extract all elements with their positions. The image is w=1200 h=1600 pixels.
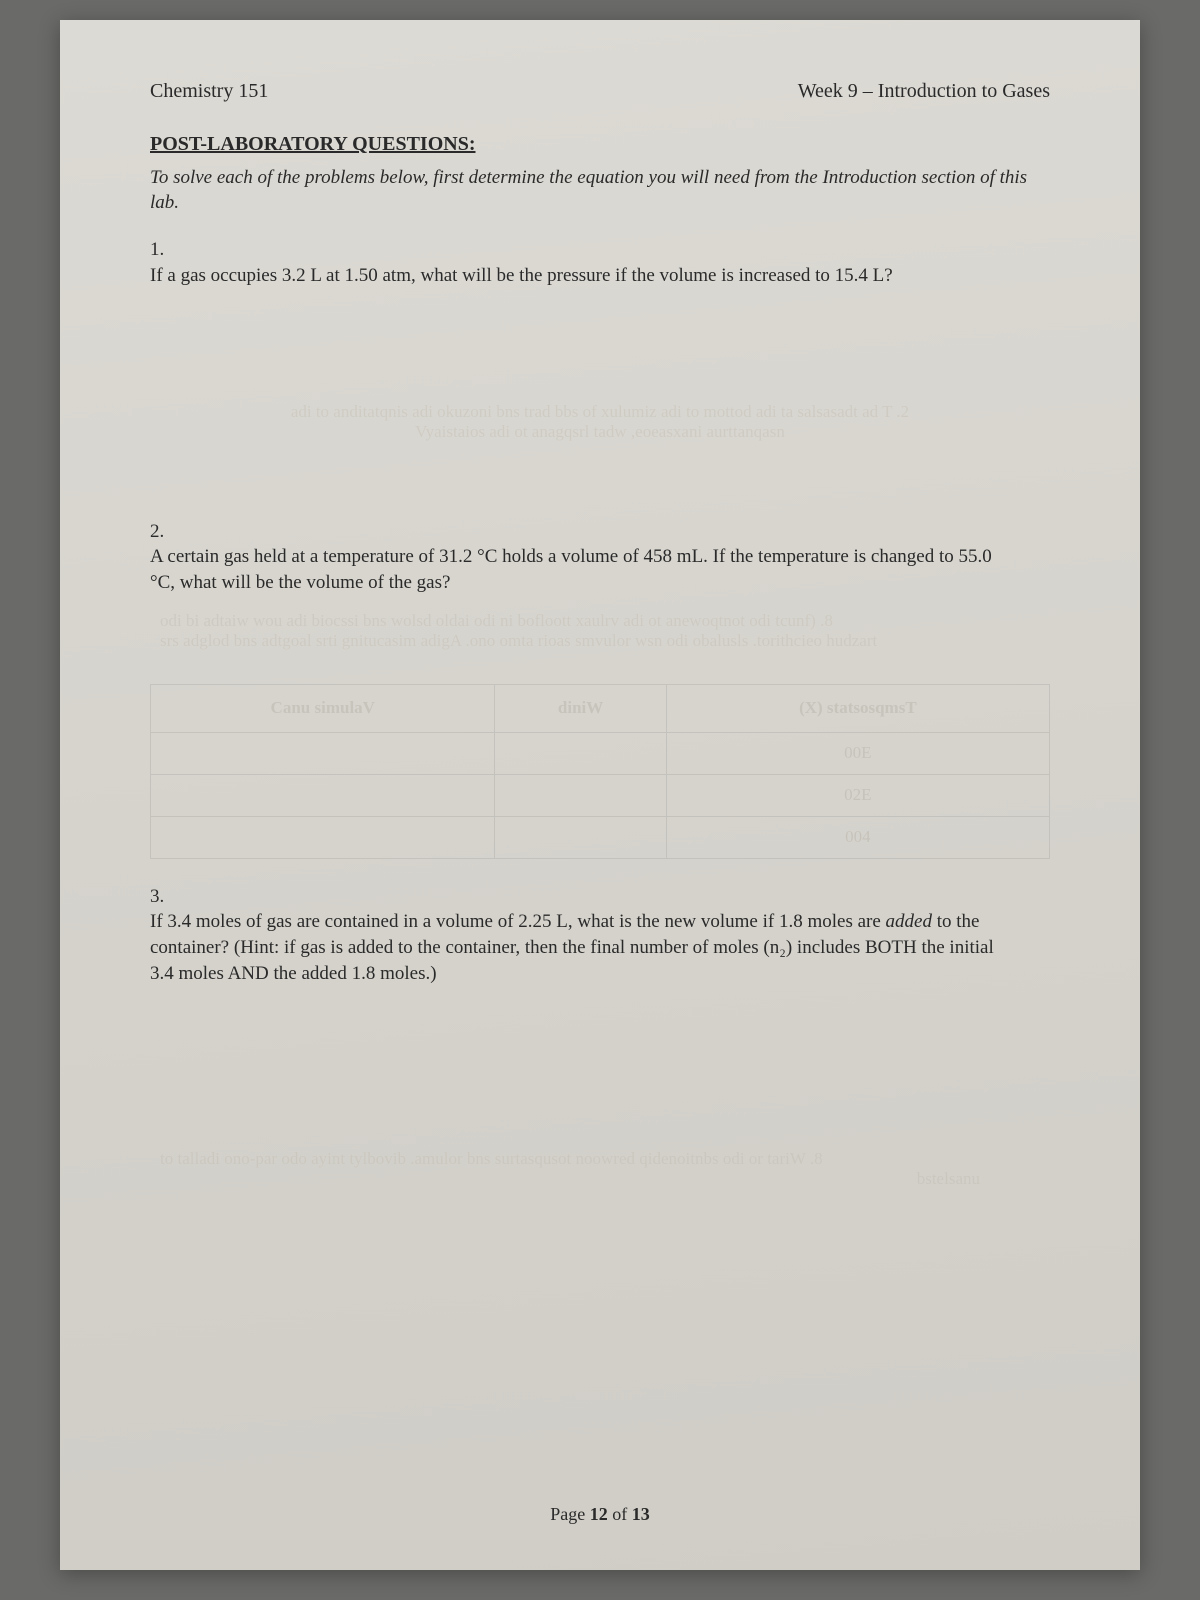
table-header: (X) statsosqmsT	[666, 684, 1049, 732]
q3-text: If 3.4 moles of gas are contained in a v…	[150, 909, 1018, 986]
workspace-3: to talladi ono-par odo ayint tylbovib .a…	[150, 1001, 1050, 1341]
ghost-bleed-1: adi to anditatqnis adi okuzoni bns trad …	[150, 402, 1050, 442]
workspace-2b	[150, 859, 1050, 884]
week-title: Week 9 – Introduction to Gases	[798, 80, 1050, 103]
ghost-table: Canu simulaV diniW (X) statsosqmsT 00E 0…	[150, 684, 1050, 859]
question-1: 1. If a gas occupies 3.2 L at 1.50 atm, …	[150, 237, 1050, 288]
question-3: 3. If 3.4 moles of gas are contained in …	[150, 884, 1050, 987]
page-footer: Page 12 of 13	[60, 1504, 1140, 1525]
q2-text: A certain gas held at a temperature of 3…	[150, 544, 1018, 595]
q1-number: 1.	[150, 237, 178, 263]
workspace-1: adi to anditatqnis adi okuzoni bns trad …	[150, 304, 1050, 519]
ghost-bleed-2: odi bi adtaiw wou adi biocssi bns wolsd …	[150, 611, 1050, 651]
table-row: 00E	[151, 732, 1050, 774]
table-row: 02E	[151, 774, 1050, 816]
table-header: diniW	[495, 684, 666, 732]
page-label: Page	[550, 1504, 590, 1524]
of-label: of	[608, 1504, 632, 1524]
table-header: Canu simulaV	[151, 684, 495, 732]
page-header: Chemistry 151 Week 9 – Introduction to G…	[150, 80, 1050, 103]
question-2: 2. A certain gas held at a temperature o…	[150, 519, 1050, 596]
course-name: Chemistry 151	[150, 80, 268, 103]
worksheet-page: Chemistry 151 Week 9 – Introduction to G…	[60, 20, 1140, 1570]
total-pages: 13	[632, 1504, 650, 1524]
ghost-bleed-3: to talladi ono-par odo ayint tylbovib .a…	[150, 1149, 1050, 1189]
q2-number: 2.	[150, 519, 178, 545]
q3-number: 3.	[150, 884, 178, 910]
section-title: POST-LABORATORY QUESTIONS:	[150, 133, 1050, 156]
instructions-text: To solve each of the problems below, fir…	[150, 166, 1050, 215]
table-row: 004	[151, 816, 1050, 858]
q1-text: If a gas occupies 3.2 L at 1.50 atm, wha…	[150, 263, 1018, 289]
page-number: 12	[590, 1504, 608, 1524]
workspace-2a: odi bi adtaiw wou adi biocssi bns wolsd …	[150, 611, 1050, 676]
table-header-row: Canu simulaV diniW (X) statsosqmsT	[151, 684, 1050, 732]
